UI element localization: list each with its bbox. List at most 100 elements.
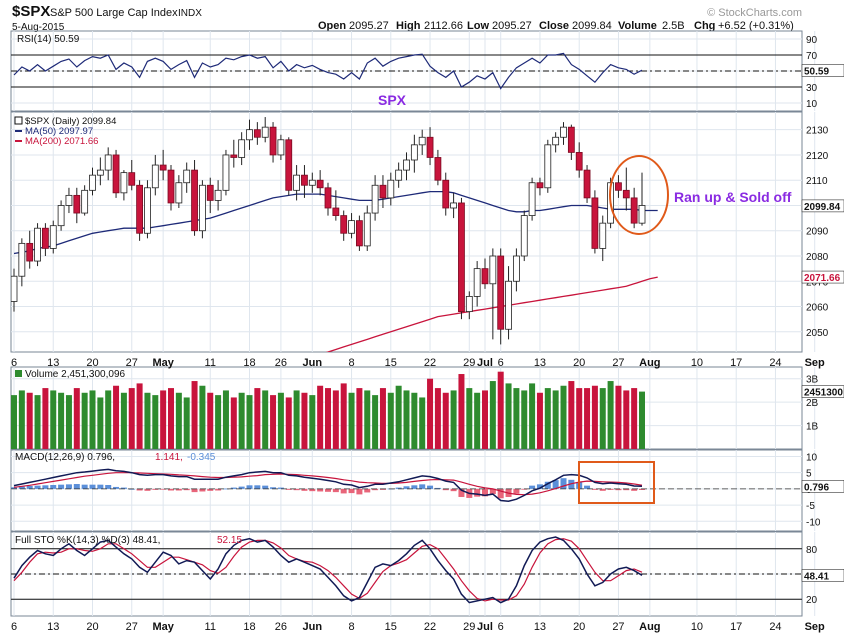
volume-bar [199,385,206,449]
x-tick-label: 6 [11,357,17,369]
macd-histogram-bar [270,487,277,489]
candlestick [222,149,230,196]
macd-histogram-bar [631,488,638,491]
macd-histogram-bar [544,481,551,489]
macd-histogram-bar [450,488,457,492]
candle-body-down [497,255,505,330]
candle-body-up [552,136,560,146]
candlestick [238,132,246,166]
candle-body-up [638,205,646,224]
volume-bar [387,392,394,449]
candle-body-up [120,172,128,194]
macd-histogram-bar [26,485,33,489]
ma200-last-value: 2071.66 [804,273,841,284]
macd-histogram-bar [325,488,331,492]
macd-histogram-bar [160,488,167,490]
macd-histogram-bar [332,488,339,493]
candlestick [544,139,552,193]
candlestick [395,162,403,188]
candle-body-down [481,268,489,285]
x-tick-label: 6 [11,621,17,633]
volume-bar [544,388,551,449]
x-tick-label: Aug [639,621,660,633]
volume-bar [160,390,167,449]
candlestick [128,160,136,191]
macd-histogram-bar [277,487,284,489]
exchange-label: INDX [178,8,202,19]
candlestick [324,182,332,216]
volume-bar [379,388,386,449]
candle-body-up [544,144,552,189]
x-tick-label: 6 [498,357,504,369]
candle-body-up [214,189,222,201]
candle-body-up [246,129,253,141]
macd-histogram-bar [599,488,606,491]
candlestick [489,248,497,340]
volume-bar [458,374,465,449]
date-label: 5-Aug-2015 [12,22,65,33]
candle-body-down [136,184,144,234]
macd-histogram-bar [89,484,96,489]
annotation-text: Ran up & Sold off [674,189,792,205]
candle-body-down [269,126,277,156]
volume-bar [144,392,151,449]
candle-body-up [520,215,528,257]
grid-layer [11,31,816,616]
volume-legend-text: Volume 2,451,300,096 [25,369,126,380]
volume-legend: Volume 2,451,300,096 [15,369,126,380]
rsi-last-value-box [801,64,844,77]
macd-histogram-bar [356,488,363,495]
candle-body-up [57,205,65,227]
candlestick [198,180,206,239]
macd-histogram-bar [168,488,174,491]
candle-body-down [206,184,214,201]
macd-histogram-bar [348,488,355,494]
volume-bar [615,385,622,449]
x-tick-label: 26 [275,357,287,369]
volume-bar [325,388,331,449]
candle-body-down [159,164,167,171]
macd-hist-legend-text: -0.345 [187,452,216,463]
volume-bar [505,383,512,449]
index-name-label: S&P 500 Large Cap Index [50,7,178,19]
candle-body-up [513,255,520,282]
volume-bar [120,392,127,449]
x-tick-label: 20 [86,357,98,369]
macd-histogram-bar [246,485,253,489]
candle-body-down [332,207,340,216]
candlestick [465,291,473,320]
candlestick [11,268,18,312]
candlestick [269,122,277,163]
rsi-y-tick-label: 70 [806,51,818,62]
x-tick-label: 20 [86,621,98,633]
price-legend-swatch [14,116,23,125]
candlestick [599,215,607,262]
candlestick [183,162,191,193]
macd-histogram-bar [293,488,300,491]
candlestick [426,127,434,166]
candle-body-up [599,222,607,249]
chg-value: +6.52 (+0.31%) [718,20,794,32]
x-tick-label: 24 [769,621,781,633]
candle-body-up [34,227,41,262]
candle-body-down [583,169,591,199]
volume-bar [639,391,645,449]
price-y-tick-label: 2060 [806,303,829,314]
macd-histogram-bar [340,488,347,494]
candlestick [42,223,49,256]
candle-body-up [387,179,395,199]
open-label: Open [318,20,346,32]
volume-bar [434,388,441,449]
candlestick [379,175,387,208]
candlestick [73,187,81,224]
volume-bar [348,392,355,449]
x-tick-label: 22 [424,621,436,633]
x-tick-label: 24 [769,357,781,369]
candle-body-up [104,154,112,171]
volume-bar [607,381,614,449]
candlestick [363,205,371,251]
candle-body-up [151,164,159,189]
price-y-tick-label: 2120 [806,151,829,162]
macd-histogram-bar [11,487,17,489]
watermark: © StockCharts.com [707,7,802,19]
